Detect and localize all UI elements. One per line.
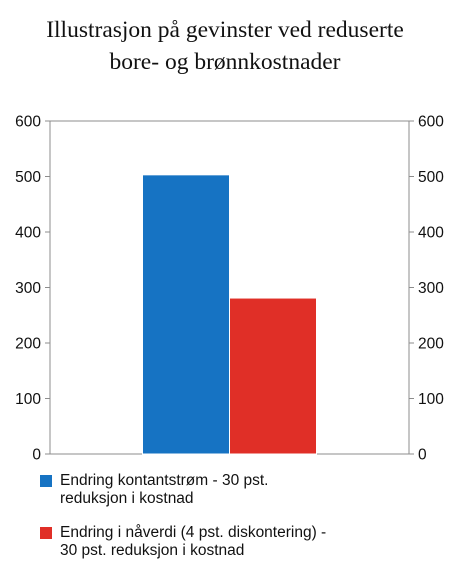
y-tick-label-left-500: 500 bbox=[15, 169, 41, 186]
legend-label-presentvalue-line-2: 30 pst. reduksjon i kostnad bbox=[60, 542, 245, 559]
legend-swatch-cashflow bbox=[40, 475, 52, 487]
y-tick-label-left-600: 600 bbox=[15, 114, 41, 131]
y-tick-label-left-400: 400 bbox=[15, 225, 41, 242]
y-tick-label-left-100: 100 bbox=[15, 391, 41, 408]
legend-swatch-presentvalue bbox=[40, 527, 52, 539]
chart-title: Illustrasjon på gevinster ved reduserte … bbox=[0, 14, 450, 78]
legend-label-cashflow-line-1: Endring kontantstrøm - 30 pst. bbox=[60, 472, 269, 489]
y-tick-label-left-0: 0 bbox=[32, 447, 41, 464]
legend-label-presentvalue: Endring i nåverdi (4 pst. diskontering) … bbox=[60, 524, 420, 560]
plot-area: 0 0 100 100 200 200 300 300 400 400 500 500 600 600 bbox=[15, 114, 444, 464]
bar-1 bbox=[229, 297, 317, 455]
y-tick-label-left-200: 200 bbox=[15, 336, 41, 353]
y-tick-label-right-200: 200 bbox=[418, 336, 444, 353]
y-tick-label-right-300: 300 bbox=[418, 280, 444, 297]
y-tick-label-right-400: 400 bbox=[418, 225, 444, 242]
legend-label-cashflow-line-2: reduksjon i kostnad bbox=[60, 490, 194, 507]
chart-title-line-1: Illustrasjon på gevinster ved reduserte bbox=[46, 17, 404, 43]
y-tick-label-right-600: 600 bbox=[418, 114, 444, 131]
y-tick-label-right-500: 500 bbox=[418, 169, 444, 186]
y-tick-label-left-300: 300 bbox=[15, 280, 41, 297]
legend-label-cashflow: Endring kontantstrøm - 30 pst. reduksjon… bbox=[60, 472, 420, 508]
chart-title-line-2: bore- og brønnkostnader bbox=[109, 49, 341, 75]
y-tick-label-right-100: 100 bbox=[418, 391, 444, 408]
bar-0 bbox=[142, 174, 230, 455]
y-tick-label-right-0: 0 bbox=[418, 447, 427, 464]
legend-label-presentvalue-line-1: Endring i nåverdi (4 pst. diskontering) … bbox=[60, 524, 327, 541]
